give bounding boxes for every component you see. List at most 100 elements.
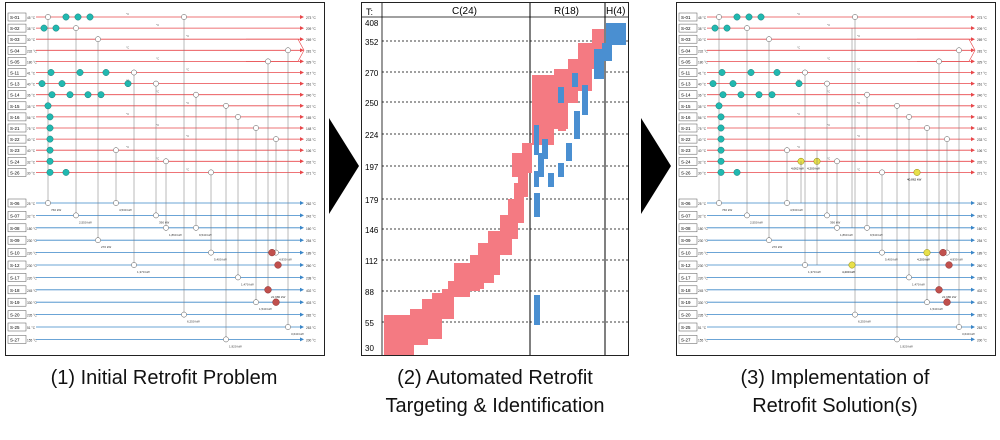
stream-label-box (678, 101, 698, 111)
cold-outlet-temp: 282 °C (977, 314, 987, 318)
exchanger-node (153, 80, 159, 87)
exchanger-node (208, 169, 214, 176)
stream-label-box (7, 248, 27, 257)
exchanger-node (834, 224, 840, 231)
temp-marker: °C (186, 134, 189, 138)
hot-outlet-temp: 240 °C (977, 94, 987, 98)
hot-stream-label: S-16 (10, 115, 20, 120)
cold-outlet-temp: 262 °C (977, 202, 987, 206)
exchanger-node (45, 14, 51, 20)
cold-inlet-temp: 25 °C (27, 202, 36, 206)
process-exchanger (52, 24, 60, 32)
red-bar (522, 143, 532, 173)
exchanger-node (879, 249, 885, 256)
red-bar (508, 199, 518, 239)
hot-outlet-temp: 202 °C (306, 160, 316, 164)
stream-arrowhead (300, 312, 304, 317)
hot-outlet-temp: 281 °C (306, 49, 316, 53)
cold-outlet-temp: 200 °C (306, 338, 316, 342)
hot-inlet-temp: 32 °C (27, 160, 36, 164)
stream-arrowhead (300, 26, 304, 31)
temp-marker: °C (827, 56, 830, 60)
stream-arrowhead (300, 137, 304, 142)
cold-stream-label: S-12 (681, 263, 691, 268)
cold-outlet-temp: 238 °C (306, 276, 316, 280)
process-exchanger (717, 124, 725, 132)
cold-inlet-temp: 32 °C (698, 214, 707, 218)
stream-arrowhead (971, 300, 975, 305)
stream-arrowhead (300, 37, 304, 42)
hot-stream-label: S-14 (10, 93, 20, 98)
hot-stream-label: S-13 (681, 82, 691, 87)
cold-outlet-temp: 242 °C (306, 214, 316, 218)
exchanger-duty: 6,250 kW (858, 320, 871, 324)
stream-arrowhead (300, 250, 304, 255)
hot-inlet-temp: 30 °C (27, 38, 36, 42)
stream-arrowhead (971, 287, 975, 292)
process-exchanger (46, 113, 54, 121)
hot-inlet-temp: 75 °C (698, 127, 707, 131)
stream-label-box (678, 112, 698, 122)
exchanger-node (864, 224, 870, 231)
stream-label-box (7, 90, 27, 99)
stream-label-box (7, 79, 27, 88)
hot-inlet-temp: 35 °C (27, 105, 36, 109)
stream-arrowhead (300, 287, 304, 292)
exchanger-duty: 1,920 kW (229, 344, 242, 348)
cold-outlet-temp: 263 °C (977, 326, 987, 330)
exchanger-node (944, 136, 950, 142)
new-exchanger-duty: 4,200 kW (807, 166, 820, 170)
stream-label-box (678, 79, 698, 88)
blue-bar (534, 193, 540, 217)
hot-inlet-temp: 41 °C (698, 72, 707, 76)
stream-label-box (678, 285, 698, 295)
temp-marker: °C (186, 101, 189, 105)
exchanger-duty: 4,530 kW (790, 208, 803, 212)
utility-exchanger (274, 261, 282, 269)
stream-label-box (7, 12, 27, 22)
cold-outlet-temp: 189 °C (977, 252, 987, 256)
stream-arrowhead (300, 48, 304, 53)
temp-marker: °C (857, 167, 860, 171)
hot-stream-label: S-02 (681, 26, 691, 31)
stream-label-box (678, 168, 698, 177)
tick-30: 30 (365, 344, 374, 353)
stream-arrowhead (971, 114, 975, 119)
exchanger-node (744, 25, 750, 31)
exchanger-node (265, 58, 271, 65)
caption-targeting-1: (2) Automated Retrofit (397, 367, 593, 389)
exchanger-node (766, 36, 772, 43)
stream-label-box (678, 198, 698, 208)
hot-stream-label: S-23 (681, 148, 691, 153)
exchanger-node (193, 91, 199, 98)
process-exchanger (718, 69, 726, 76)
stream-arrowhead (971, 159, 975, 164)
hot-inlet-temp: 30 °C (27, 171, 36, 175)
process-exchanger (44, 102, 52, 110)
temp-marker: °C (186, 68, 189, 72)
exchanger-node (834, 158, 840, 165)
temp-marker: °C (857, 68, 860, 72)
red-bar (518, 167, 528, 197)
red-bar (514, 183, 524, 223)
stream-arrowhead (971, 263, 975, 267)
blue-bar (572, 73, 578, 87)
exchanger-duty: 9,540 kW (870, 233, 883, 237)
tick-146: 146 (365, 226, 379, 235)
red-bar (408, 325, 428, 345)
exchanger-duty: 2,550 kW (750, 220, 763, 224)
hot-outlet-temp: 327 °C (977, 105, 987, 109)
blue-bar (534, 125, 539, 155)
stream-arrowhead (971, 103, 975, 108)
temp-marker: °C (857, 101, 860, 105)
exchanger-node (95, 237, 101, 244)
red-bar (578, 43, 592, 91)
exchanger-node (113, 147, 119, 154)
stream-arrowhead (971, 59, 975, 64)
exchanger-duty: 1,370 kW (137, 270, 150, 274)
hot-outlet-temp: 240 °C (306, 94, 316, 98)
hot-outlet-temp: 209 °C (306, 27, 316, 31)
hot-outlet-temp: 233 °C (306, 138, 316, 142)
new-exchanger-duty: 4,062 kW (791, 166, 804, 170)
hot-stream-label: S-11 (10, 71, 20, 76)
